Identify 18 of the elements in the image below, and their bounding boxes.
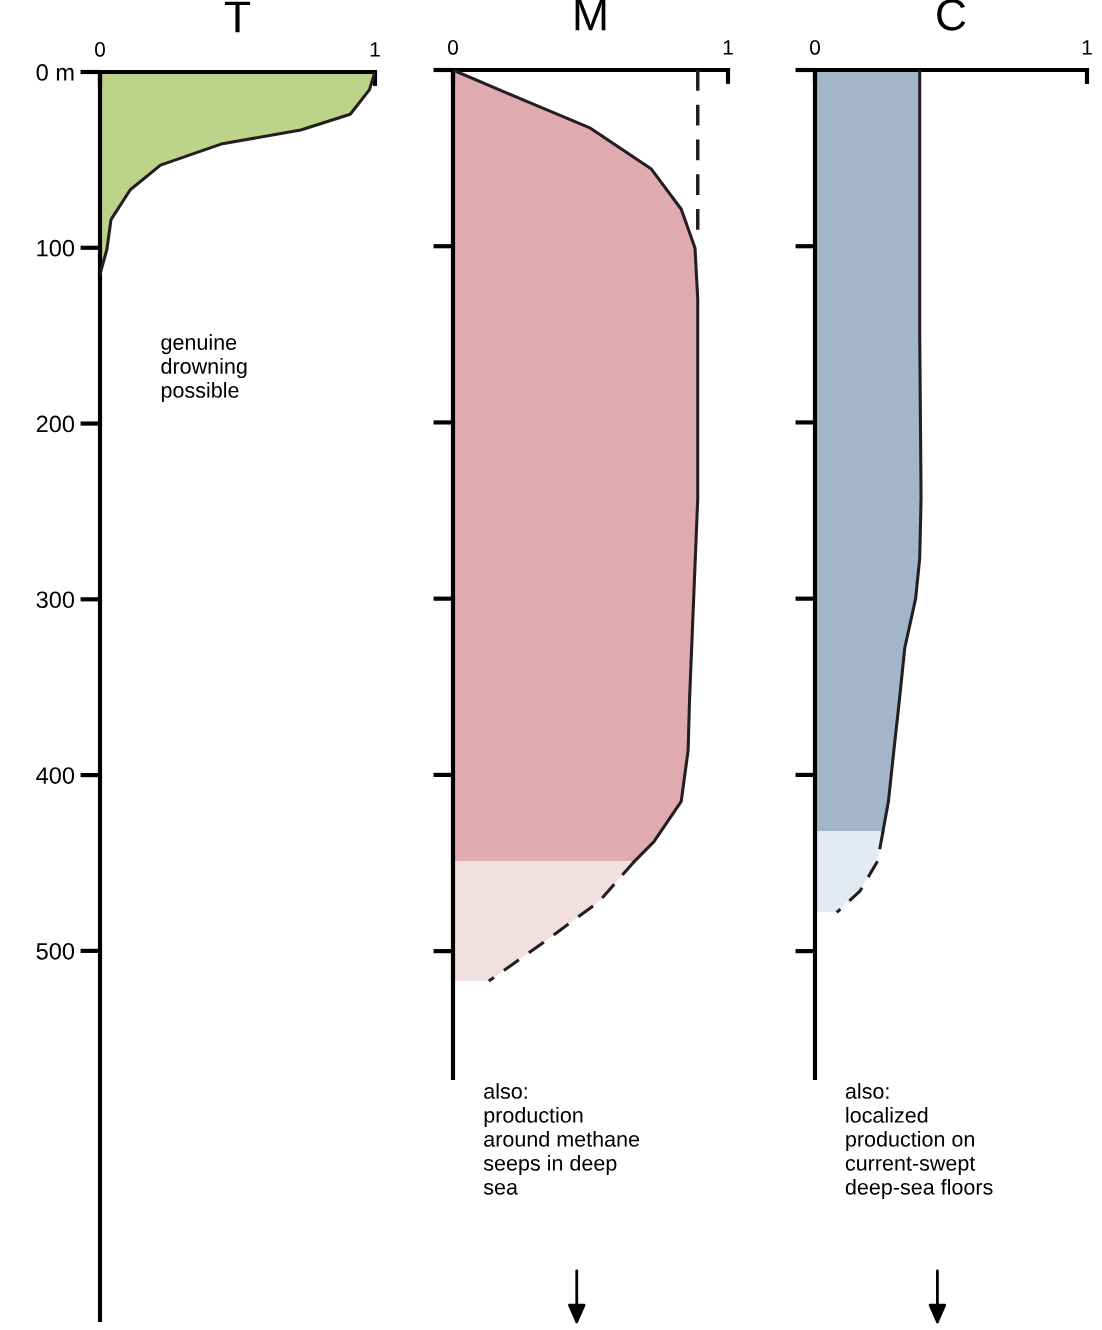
y-tick-label: 0 m [36,64,74,81]
y-tick-label: 400 [36,767,75,784]
x-tick-label: 0 [95,42,105,57]
chart-title: C [937,0,966,31]
annotation: genuine drowning possible [161,334,247,403]
x-tick-label: 0 [810,40,820,55]
y-tick-label: 200 [36,415,75,433]
x-tick-label: 0 [448,40,458,55]
x-tick-label: 1 [723,40,733,55]
y-tick-label: 300 [36,591,75,609]
text: also: localized production on current-swept deep-sea floors [845,1083,993,1199]
chart-title: M [575,0,606,31]
y-tick-label: 100 [37,239,75,257]
x-tick-label: 1 [370,42,380,57]
text: also: production around methane seeps in deep sea [483,1083,640,1195]
x-tick-label: 1 [1082,40,1092,55]
chart-title: T [224,1,251,33]
y-tick-label: 500 [36,942,75,960]
